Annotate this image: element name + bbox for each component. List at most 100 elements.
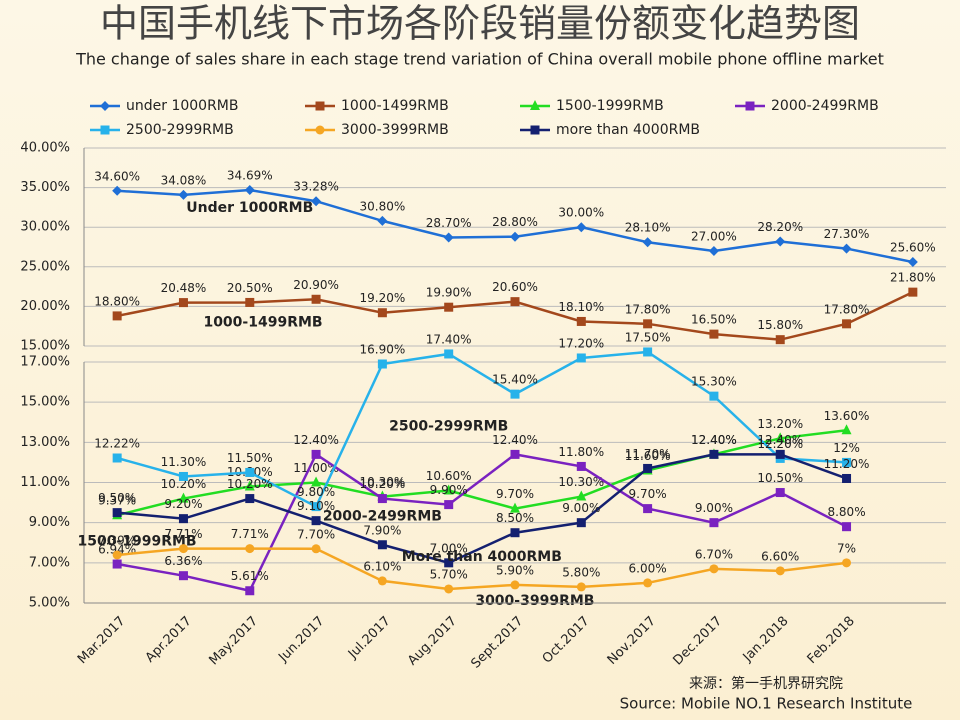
- marker: [315, 125, 325, 135]
- data-label: 12.40%: [757, 433, 803, 447]
- marker: [842, 558, 852, 568]
- data-label: 12.40%: [293, 433, 339, 447]
- data-label: 17.50%: [625, 330, 671, 344]
- marker: [709, 564, 719, 574]
- data-label: 6.36%: [164, 554, 202, 568]
- series-annotation: 2500-2999RMB: [389, 418, 508, 434]
- data-label: 17.40%: [426, 332, 472, 346]
- marker: [245, 297, 255, 307]
- marker: [178, 298, 188, 308]
- data-label: 34.60%: [94, 169, 140, 183]
- y-tick-label: 5.00%: [29, 596, 70, 611]
- marker: [311, 502, 321, 512]
- legend-label: under 1000RMB: [126, 98, 239, 114]
- data-label: 9.37%: [98, 494, 136, 508]
- data-label: 8.80%: [827, 505, 865, 519]
- data-label: 10.50%: [757, 471, 803, 485]
- marker: [510, 389, 520, 399]
- data-label: 28.20%: [757, 220, 803, 234]
- data-label: 11.00%: [293, 461, 339, 475]
- marker: [311, 449, 321, 459]
- y-tick-label: 30.00%: [20, 220, 70, 235]
- data-label: 20.60%: [492, 280, 538, 294]
- series-annotation: More than 4000RMB: [402, 549, 562, 565]
- data-label: 7%: [837, 541, 856, 555]
- data-label: 25.60%: [890, 241, 936, 255]
- data-label: 13.60%: [824, 409, 870, 423]
- marker: [510, 449, 520, 459]
- data-label: 28.10%: [625, 221, 671, 235]
- data-label: 34.69%: [227, 169, 273, 183]
- data-label: 5.80%: [562, 565, 600, 579]
- x-tick-label: Nov.2017: [605, 614, 659, 668]
- marker: [178, 514, 188, 524]
- data-label: 6.70%: [695, 547, 733, 561]
- marker: [245, 586, 255, 596]
- marker: [112, 185, 123, 196]
- x-tick-label: May.2017: [206, 614, 261, 669]
- data-label: 7.70%: [297, 527, 335, 541]
- data-label: 9.20%: [164, 497, 202, 511]
- data-label: 15.30%: [691, 375, 737, 389]
- marker: [443, 232, 454, 243]
- y-tick-label: 25.00%: [20, 259, 70, 274]
- x-tick-label: Jan.2018: [740, 614, 792, 666]
- marker: [576, 222, 587, 233]
- marker: [775, 566, 785, 576]
- data-label: 11.20%: [824, 457, 870, 471]
- data-label: 11.50%: [227, 451, 273, 465]
- marker: [530, 100, 540, 110]
- y-tick-label: 40.00%: [20, 141, 70, 156]
- marker: [377, 494, 387, 504]
- data-label: 7.90%: [363, 523, 401, 537]
- data-label: 21.80%: [890, 271, 936, 285]
- y-tick-label: 9.00%: [29, 515, 70, 530]
- marker: [178, 571, 188, 581]
- marker: [643, 504, 653, 514]
- marker: [709, 391, 719, 401]
- marker: [745, 101, 755, 111]
- series-line: [116, 452, 848, 593]
- data-label: 12.40%: [691, 433, 737, 447]
- marker: [642, 237, 653, 248]
- marker: [178, 544, 188, 554]
- data-label: 9.90%: [430, 483, 468, 497]
- data-label: 15.40%: [492, 373, 538, 387]
- data-label: 10.60%: [426, 469, 472, 483]
- x-tick-label: Oct.2017: [540, 614, 593, 667]
- marker: [775, 488, 785, 498]
- data-label: 5.70%: [430, 567, 468, 581]
- data-label: 20.90%: [293, 278, 339, 292]
- marker: [775, 236, 786, 247]
- marker: [842, 522, 852, 532]
- y-tick-label: 35.00%: [20, 180, 70, 195]
- data-label: 9.10%: [297, 499, 335, 513]
- data-label: 8.50%: [496, 511, 534, 525]
- marker: [244, 185, 255, 196]
- data-label: 6.60%: [761, 549, 799, 563]
- legend-label: 3000-3999RMB: [341, 122, 449, 138]
- marker: [576, 353, 586, 363]
- marker: [510, 297, 520, 307]
- data-label: 12.20%: [757, 437, 803, 451]
- marker: [510, 528, 520, 538]
- data-label: 13.20%: [757, 417, 803, 431]
- legend-label: 2000-2499RMB: [771, 98, 879, 114]
- data-label: 7.00%: [430, 541, 468, 555]
- marker: [443, 484, 454, 495]
- marker: [245, 467, 255, 477]
- data-label: 9.00%: [695, 501, 733, 515]
- data-label: 9.70%: [496, 487, 534, 501]
- marker: [576, 316, 586, 326]
- legend-label: 2500-2999RMB: [126, 122, 234, 138]
- data-label: 5.61%: [231, 569, 269, 583]
- source-cn: 来源：第一手机界研究院: [689, 675, 843, 692]
- marker: [377, 308, 387, 318]
- marker: [842, 457, 852, 467]
- marker: [775, 449, 785, 459]
- chart-subtitle: The change of sales share in each stage …: [75, 50, 884, 69]
- marker: [510, 580, 520, 590]
- data-label: 12%: [833, 441, 860, 455]
- series-annotation: 1000-1499RMB: [203, 314, 322, 330]
- marker: [444, 302, 454, 312]
